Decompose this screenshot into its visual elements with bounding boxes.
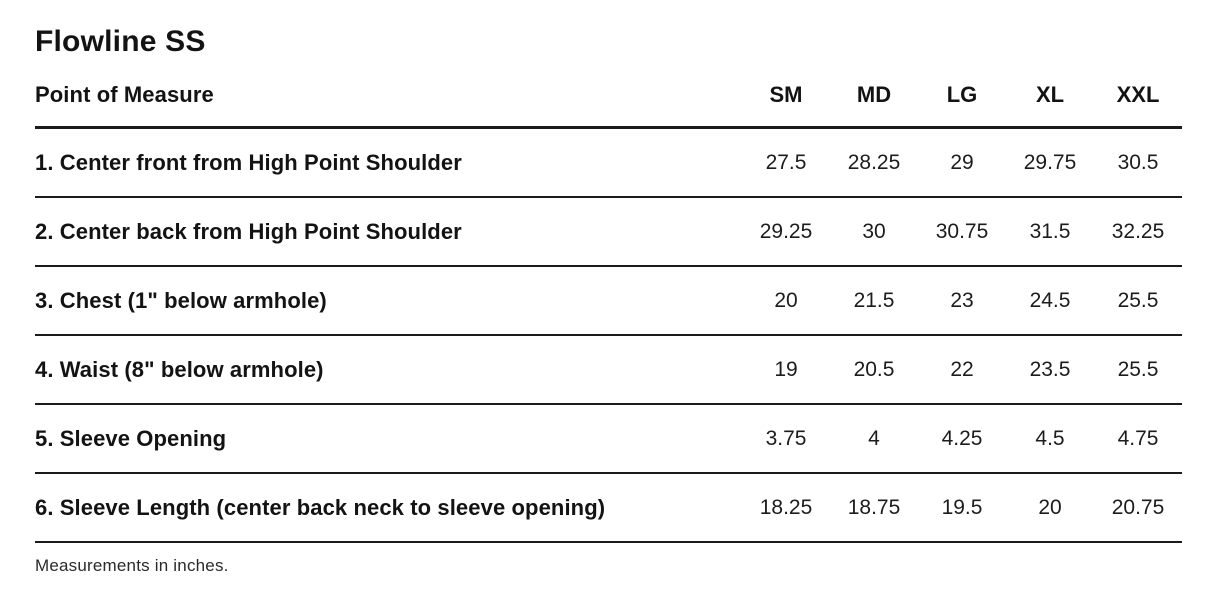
measure-value-xl: 24.5	[1029, 288, 1071, 312]
column-header-point-of-measure: Point of Measure	[35, 82, 214, 107]
measure-value-sm: 19	[774, 357, 798, 381]
measure-value-xl: 29.75	[1023, 150, 1077, 174]
measure-value-xl: 4.5	[1035, 426, 1065, 450]
measure-value-sm: 27.5	[765, 150, 807, 174]
measure-value-sm: 20	[774, 288, 798, 312]
table-row: 2. Center back from High Point Shoulder …	[35, 198, 1182, 267]
measure-value-sm: 29.25	[759, 219, 813, 243]
table-row: 4. Waist (8" below armhole) 19 20.5 22 2…	[35, 336, 1182, 405]
measure-value-xl: 20	[1038, 495, 1062, 519]
column-header-size-md: MD	[856, 82, 892, 107]
measure-value-xxl: 25.5	[1117, 288, 1159, 312]
measure-value-lg: 4.25	[941, 426, 983, 450]
measure-value-xxl: 30.5	[1117, 150, 1159, 174]
size-chart-table: Point of Measure SM MD LG XL XXL 1. Cent…	[35, 64, 1182, 543]
measure-label: 2. Center back from High Point Shoulder	[35, 218, 462, 244]
measure-value-md: 30	[862, 219, 886, 243]
measure-value-md: 28.25	[847, 150, 901, 174]
measure-value-xxl: 4.75	[1117, 426, 1159, 450]
table-row: 6. Sleeve Length (center back neck to sl…	[35, 474, 1182, 543]
page-title: Flowline SS	[35, 25, 206, 58]
column-header-size-xl: XL	[1035, 82, 1065, 107]
measure-value-md: 18.75	[847, 495, 901, 519]
measure-value-xxl: 20.75	[1111, 495, 1165, 519]
measure-label: 1. Center front from High Point Shoulder	[35, 149, 462, 175]
measure-value-sm: 3.75	[765, 426, 807, 450]
measure-label: 6. Sleeve Length (center back neck to sl…	[35, 494, 606, 520]
measure-label: 5. Sleeve Opening	[35, 425, 227, 451]
table-body: 1. Center front from High Point Shoulder…	[35, 129, 1182, 543]
measure-label: 4. Waist (8" below armhole)	[35, 356, 324, 382]
column-header-size-sm: SM	[769, 82, 803, 107]
measure-value-lg: 23	[950, 288, 974, 312]
measure-value-lg: 19.5	[941, 495, 983, 519]
table-header-row: Point of Measure SM MD LG XL XXL	[35, 64, 1182, 129]
table-row: 5. Sleeve Opening 3.75 4 4.25 4.5 4.75	[35, 405, 1182, 474]
measure-value-xxl: 25.5	[1117, 357, 1159, 381]
measure-value-md: 21.5	[853, 288, 895, 312]
measure-value-lg: 29	[950, 150, 974, 174]
measure-label: 3. Chest (1" below armhole)	[35, 287, 327, 313]
measure-value-md: 4	[868, 426, 880, 450]
measure-value-lg: 22	[950, 357, 974, 381]
measure-value-xxl: 32.25	[1111, 219, 1165, 243]
table-row: 3. Chest (1" below armhole) 20 21.5 23 2…	[35, 267, 1182, 336]
column-header-size-xxl: XXL	[1116, 82, 1160, 107]
table-row: 1. Center front from High Point Shoulder…	[35, 129, 1182, 198]
measure-value-xl: 31.5	[1029, 219, 1071, 243]
measure-value-xl: 23.5	[1029, 357, 1071, 381]
measure-value-md: 20.5	[853, 357, 895, 381]
measure-value-lg: 30.75	[935, 219, 989, 243]
measure-value-sm: 18.25	[759, 495, 813, 519]
column-header-size-lg: LG	[946, 82, 978, 107]
measurements-footnote: Measurements in inches.	[35, 556, 229, 575]
